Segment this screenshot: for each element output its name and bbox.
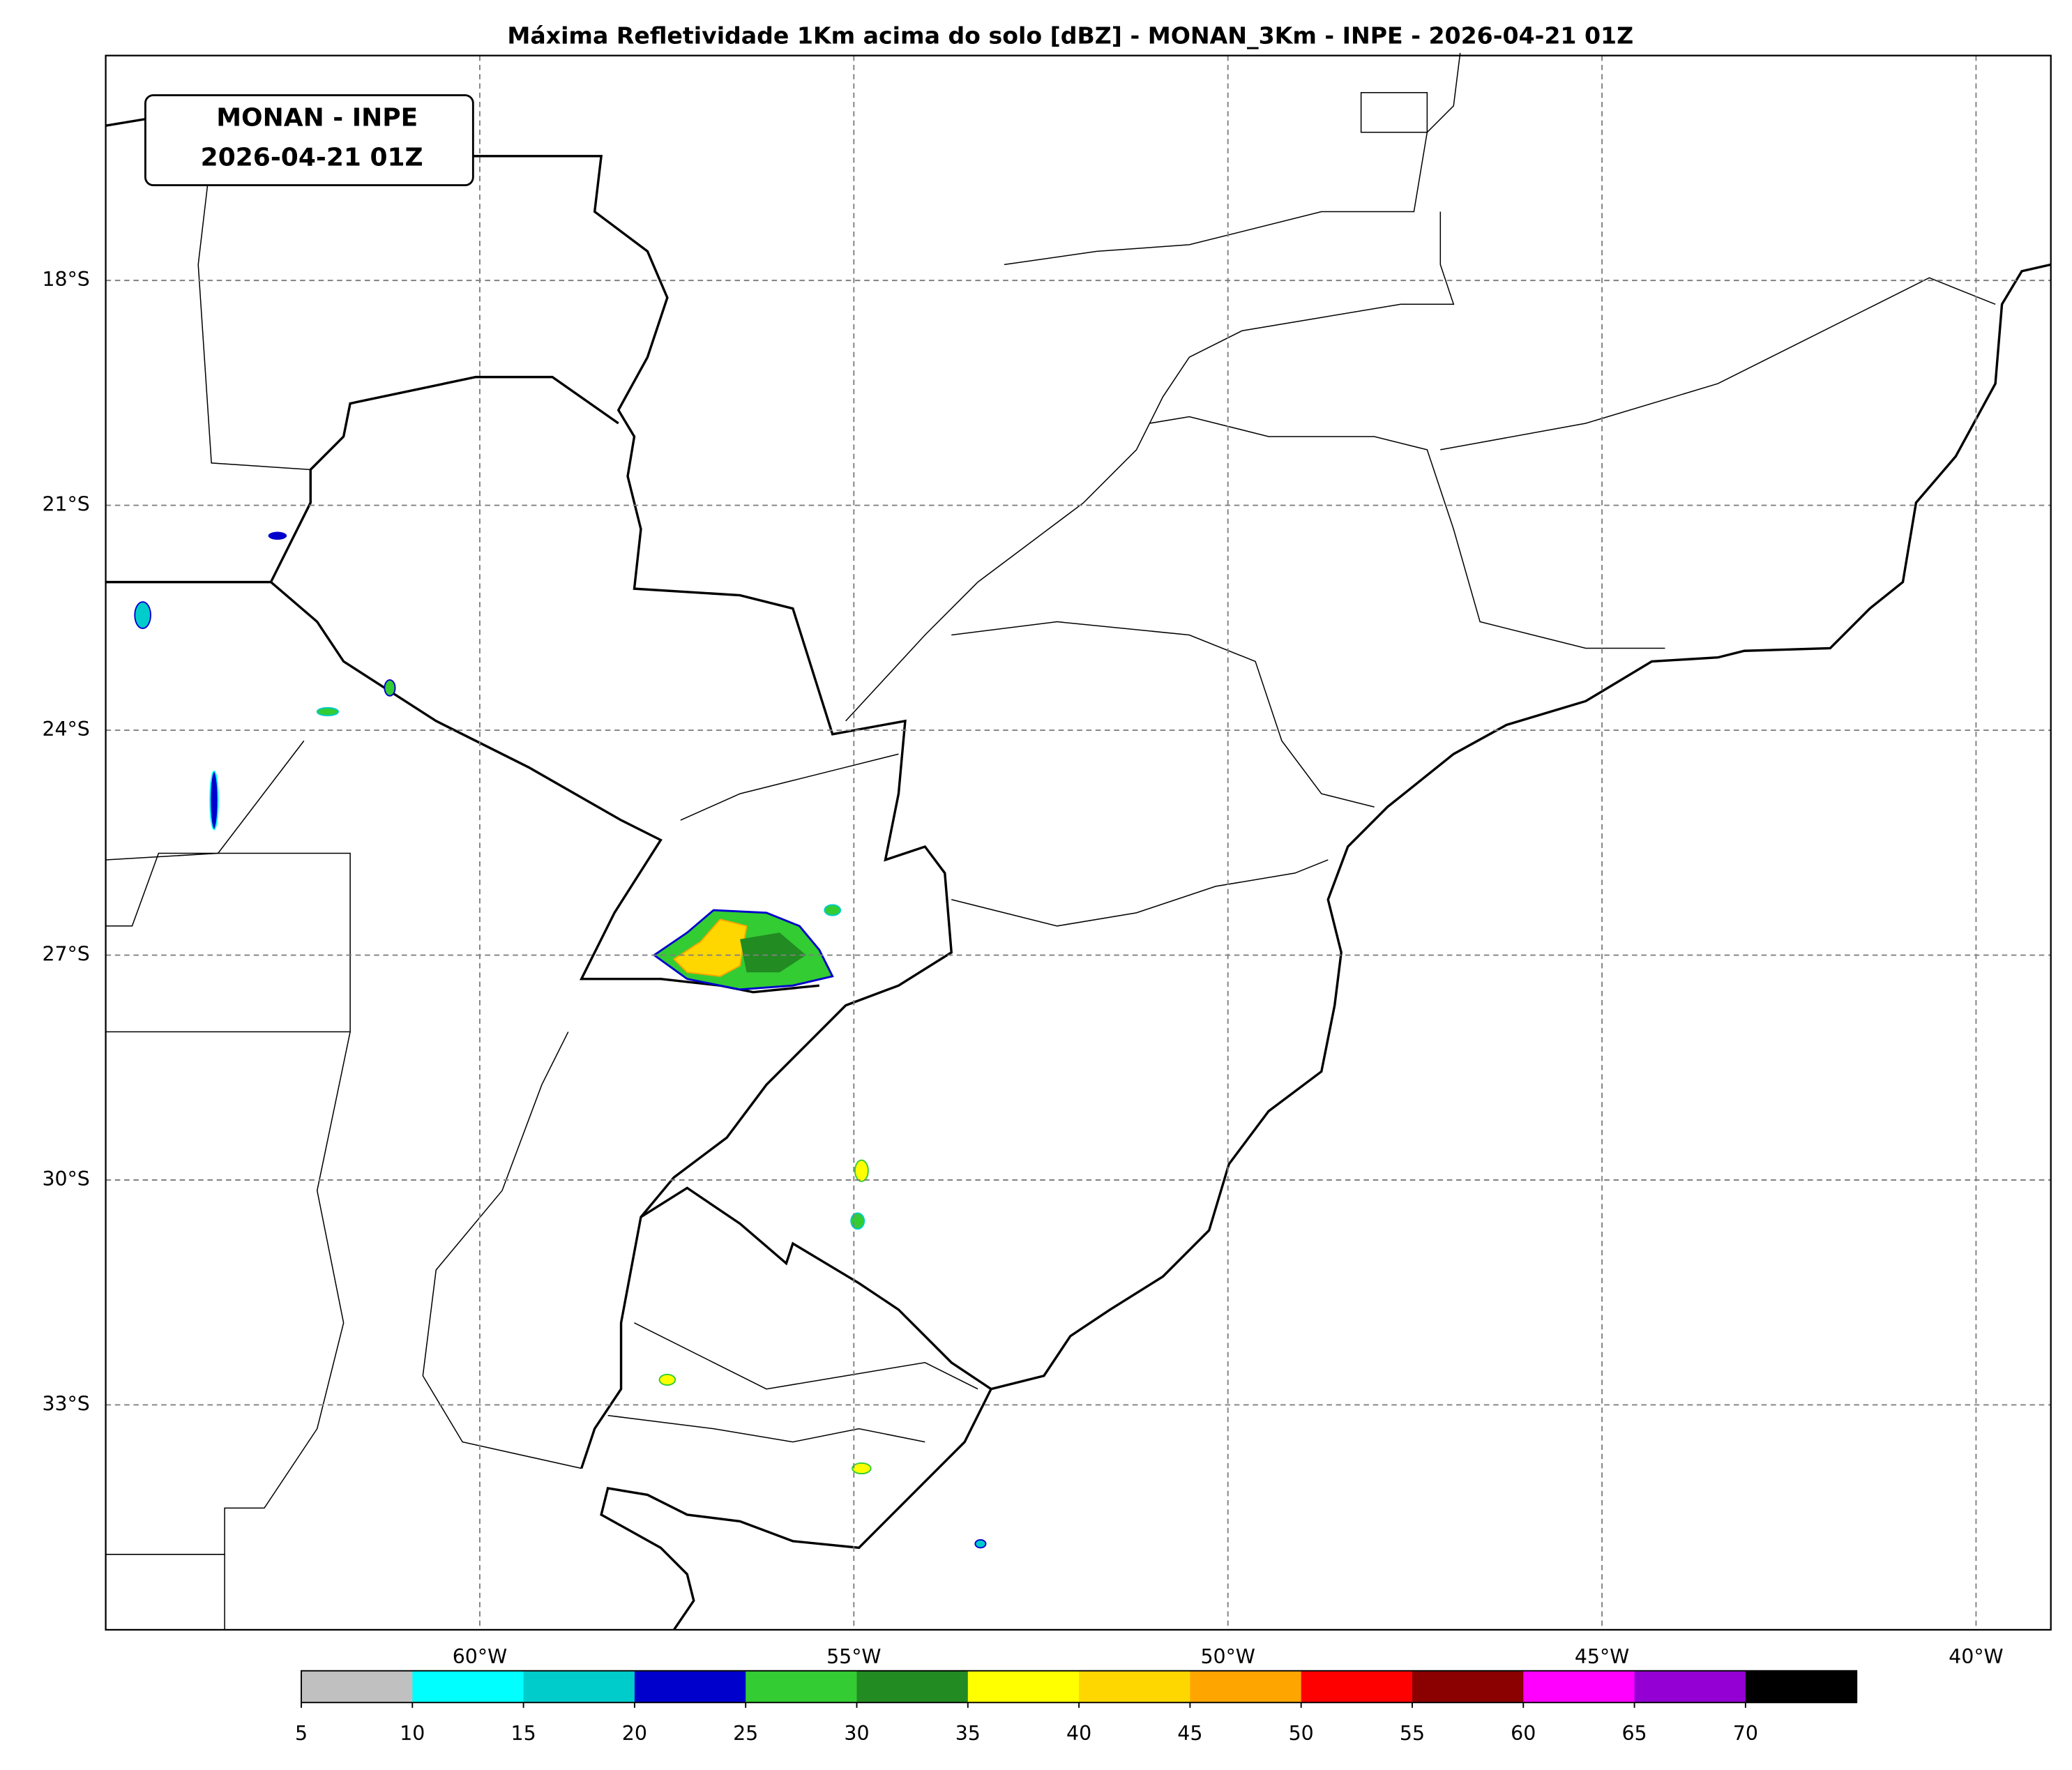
border xyxy=(1004,52,1461,266)
echo xyxy=(268,531,287,540)
colorbar-tick-label: 35 xyxy=(955,1722,981,1745)
echo xyxy=(974,1538,987,1549)
colorbar-tick-label: 60 xyxy=(1511,1722,1536,1745)
colorbar-segment xyxy=(1079,1670,1191,1703)
echo xyxy=(854,1159,869,1182)
border xyxy=(269,375,619,583)
colorbar-segment xyxy=(1301,1670,1413,1703)
border xyxy=(422,1031,582,1469)
colorbar-tick-label: 70 xyxy=(1733,1722,1758,1745)
colorbar-tick-label: 25 xyxy=(733,1722,758,1745)
colorbar-segment xyxy=(1190,1670,1302,1703)
border xyxy=(105,852,351,1033)
border xyxy=(105,580,819,994)
echo xyxy=(740,932,806,973)
y-tick-label: 27°S xyxy=(42,943,89,966)
x-tick-label: 45°W xyxy=(1575,1645,1629,1668)
colorbar-tick-label: 10 xyxy=(400,1722,425,1745)
colorbar-tick-label: 5 xyxy=(295,1722,308,1745)
map-frame xyxy=(105,54,2052,1631)
echo xyxy=(209,770,219,831)
colorbar-tick-label: 65 xyxy=(1621,1722,1647,1745)
border xyxy=(197,152,311,471)
label-line: MONAN - INPE xyxy=(216,104,418,133)
border xyxy=(640,1186,992,1391)
colorbar-segment xyxy=(1745,1670,1858,1703)
echo xyxy=(658,1373,676,1386)
label-box xyxy=(144,94,474,186)
x-tick-label: 40°W xyxy=(1949,1645,2003,1668)
colorbar-segment xyxy=(746,1670,858,1703)
border xyxy=(1360,92,1428,133)
echo xyxy=(384,679,396,697)
title: Máxima Refletividade 1Km acima do solo [… xyxy=(507,22,1633,50)
y-tick-label: 24°S xyxy=(42,718,89,741)
echo xyxy=(134,601,151,629)
colorbar-tick-label: 15 xyxy=(511,1722,536,1745)
grid xyxy=(105,55,2051,1630)
colorbar-segment xyxy=(634,1670,747,1703)
echo xyxy=(850,1212,865,1230)
y-tick-label: 30°S xyxy=(42,1167,89,1190)
y-tick-label: 18°S xyxy=(42,268,89,291)
border xyxy=(680,753,899,821)
colorbar-segment xyxy=(856,1670,969,1703)
y-tick-label: 21°S xyxy=(42,493,89,516)
x-tick-label: 60°W xyxy=(453,1645,507,1668)
coastline xyxy=(600,263,2052,1631)
echo xyxy=(824,904,842,916)
map-geography xyxy=(105,52,2052,1631)
echo xyxy=(852,1462,872,1475)
colorbar-segment xyxy=(412,1670,524,1703)
border xyxy=(607,1414,925,1443)
colorbar-tick-label: 50 xyxy=(1289,1722,1314,1745)
colorbar-segment xyxy=(1634,1670,1746,1703)
border xyxy=(105,740,305,861)
colorbar-tick-label: 45 xyxy=(1177,1722,1202,1745)
border xyxy=(1149,416,1665,649)
colorbar-tick-label: 55 xyxy=(1400,1722,1425,1745)
colorbar-segment xyxy=(1412,1670,1525,1703)
colorbar-segment xyxy=(967,1670,1080,1703)
colorbar-segment xyxy=(523,1670,635,1703)
border xyxy=(634,1322,978,1390)
x-tick-label: 55°W xyxy=(826,1645,881,1668)
colorbar-segment xyxy=(301,1670,414,1703)
border xyxy=(951,621,1375,808)
radar-echoes xyxy=(134,531,987,1549)
label-line: 2026-04-21 01Z xyxy=(201,144,423,172)
colorbar-tick-label: 40 xyxy=(1066,1722,1091,1745)
border xyxy=(951,859,1329,927)
border xyxy=(1440,277,1996,451)
echo xyxy=(316,706,340,717)
border xyxy=(224,1031,351,1630)
colorbar-tick-label: 20 xyxy=(622,1722,647,1745)
x-tick-label: 50°W xyxy=(1200,1645,1255,1668)
y-tick-label: 33°S xyxy=(42,1392,89,1415)
border xyxy=(105,117,953,1469)
colorbar-segment xyxy=(1523,1670,1635,1703)
border xyxy=(845,211,1455,722)
colorbar-tick-label: 30 xyxy=(844,1722,869,1745)
